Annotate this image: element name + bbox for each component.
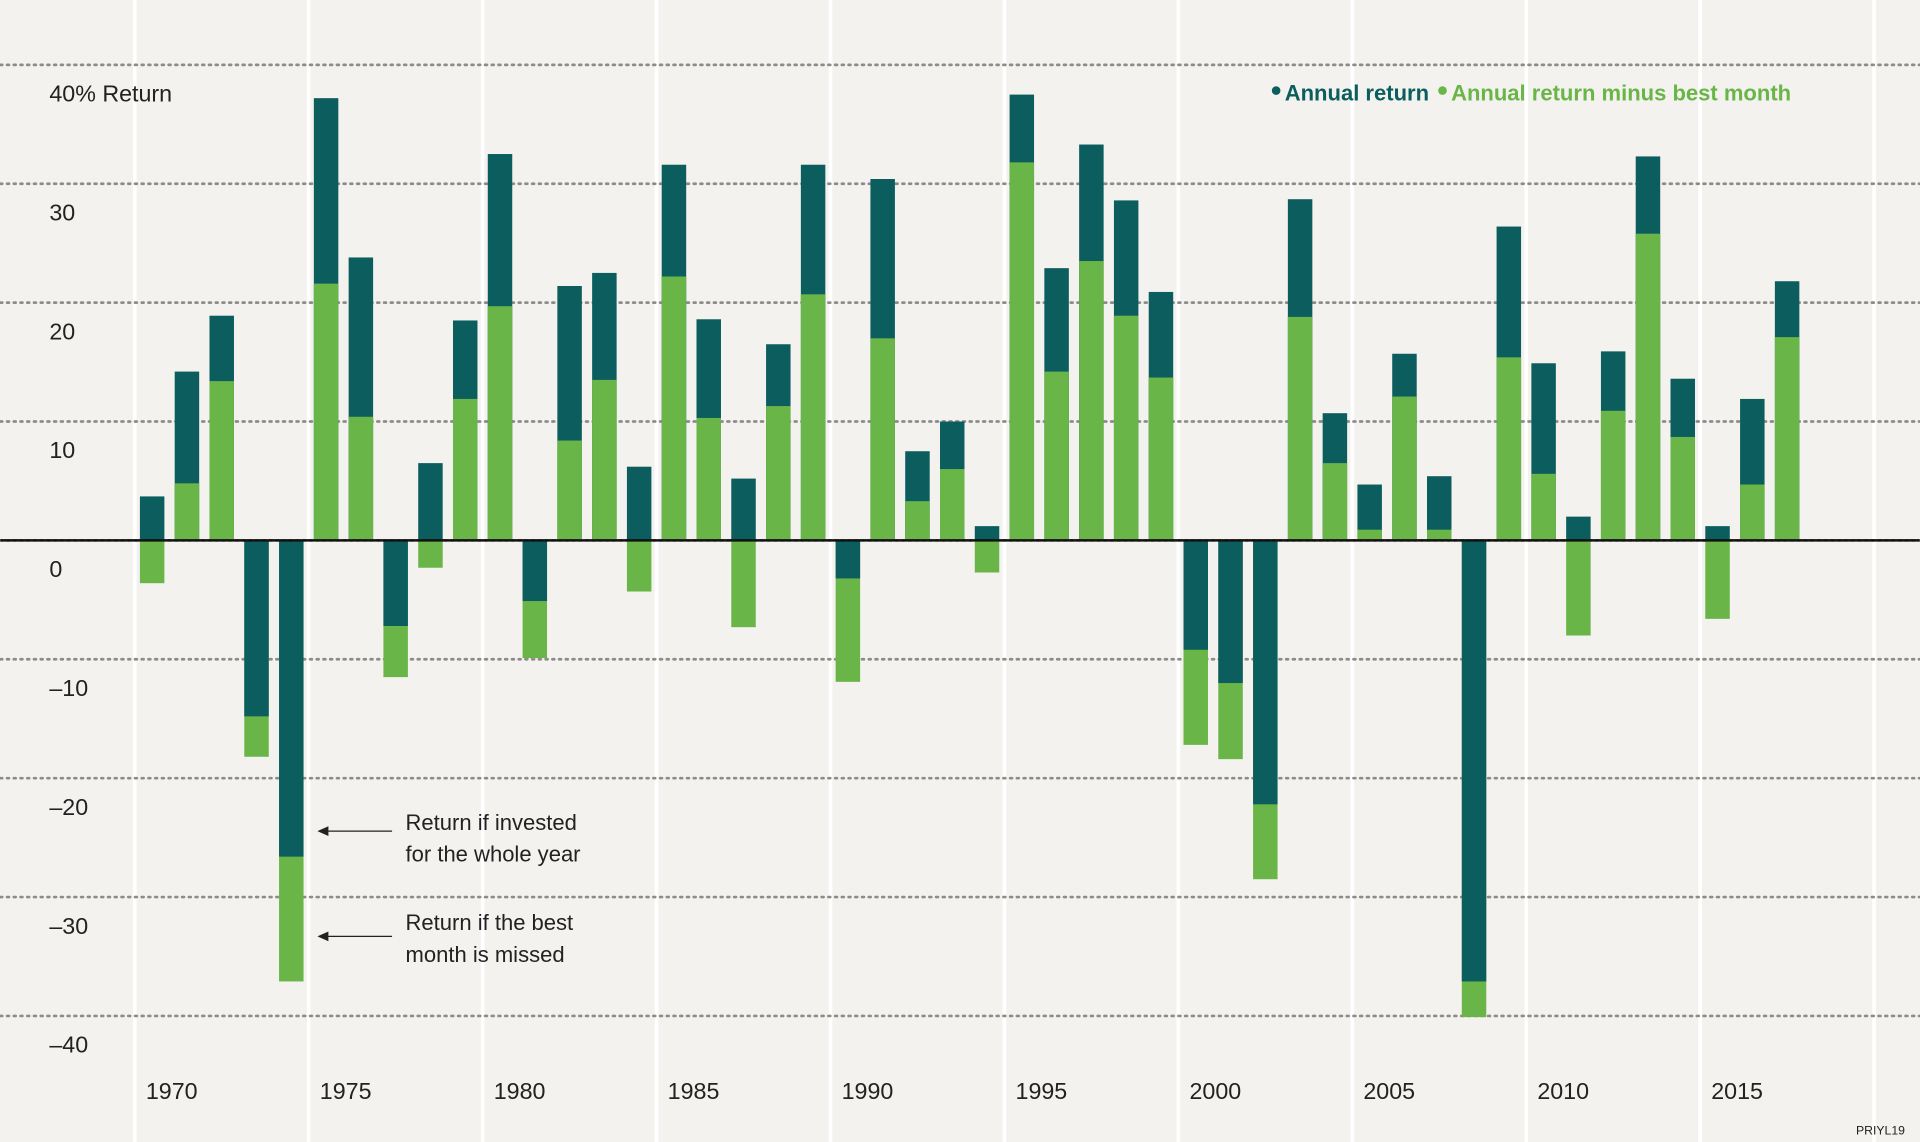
bar <box>279 540 304 857</box>
legend-label: Annual return <box>1285 80 1429 105</box>
bar <box>1461 540 1487 982</box>
bar <box>1287 316 1313 541</box>
annotation-arrows <box>317 826 393 942</box>
bar <box>418 540 443 568</box>
bar <box>1427 529 1452 541</box>
annotation-text: Return if the best <box>406 910 574 935</box>
bar <box>1392 396 1417 541</box>
bar <box>1705 526 1730 541</box>
x-tick-label: 2010 <box>1537 1078 1589 1104</box>
bar <box>348 416 374 541</box>
bar <box>696 417 721 541</box>
bar <box>974 540 1000 573</box>
bar <box>1183 540 1208 650</box>
bar <box>1566 540 1591 636</box>
labels: –40 –30 –20 –10 0 10 20 30 40% Return 1970 1975 198… <box>49 81 1763 1105</box>
y-tick-label: 40% Return <box>49 81 172 107</box>
annotation-text: month is missed <box>406 942 565 967</box>
bar <box>731 540 756 628</box>
x-tick-label: 1990 <box>842 1078 894 1104</box>
bar <box>1357 529 1382 541</box>
y-tick-label: –40 <box>49 1032 88 1058</box>
legend-dot <box>1271 86 1281 95</box>
bar <box>1531 473 1556 541</box>
y-tick-label: 20 <box>49 318 75 344</box>
bar <box>418 463 443 541</box>
x-tick-label: 1995 <box>1016 1078 1068 1104</box>
bar <box>835 540 861 579</box>
y-tick-label: 0 <box>49 556 62 582</box>
legend-dot <box>1438 86 1447 95</box>
annotation-text: for the whole year <box>406 842 581 867</box>
arrow-head <box>317 826 329 836</box>
bar <box>1044 371 1069 541</box>
bar <box>626 540 652 592</box>
x-tick-label: 1980 <box>494 1078 546 1104</box>
y-tick-label: –20 <box>49 794 88 820</box>
bar <box>244 540 269 717</box>
bar <box>557 440 582 541</box>
bar <box>1740 484 1765 541</box>
bar <box>1009 162 1035 541</box>
bar <box>661 276 687 541</box>
x-tick-label: 2015 <box>1711 1078 1763 1104</box>
bar <box>870 338 895 541</box>
bar <box>1079 261 1104 541</box>
bar <box>209 381 234 541</box>
bar <box>1774 337 1800 541</box>
bar <box>522 540 548 602</box>
bars <box>0 94 1920 1018</box>
bar <box>452 398 478 541</box>
bar <box>905 501 930 541</box>
bar <box>1635 233 1661 541</box>
x-tick-label: 2005 <box>1363 1078 1415 1104</box>
bar <box>1566 516 1591 541</box>
bar <box>1148 377 1174 541</box>
bar <box>139 496 165 541</box>
bar <box>939 469 965 541</box>
source: PRIYL19 <box>1856 1124 1905 1138</box>
bar <box>1253 540 1278 805</box>
bar <box>626 466 652 541</box>
bar <box>592 379 617 541</box>
bar <box>1705 540 1730 619</box>
arrow-head <box>317 931 329 942</box>
y-tick-label: –10 <box>49 675 88 701</box>
bar <box>487 306 513 541</box>
vertical-grid <box>132 0 1876 1142</box>
bar <box>1600 410 1626 541</box>
bar <box>731 478 756 541</box>
bar <box>800 294 826 541</box>
bar <box>1670 436 1695 541</box>
bar <box>174 483 200 541</box>
bar <box>139 540 165 584</box>
y-tick-label: 10 <box>49 437 75 463</box>
bar <box>313 283 339 541</box>
x-tick-label: 1985 <box>668 1078 720 1104</box>
bar <box>974 526 1000 541</box>
x-tick-label: 1975 <box>320 1078 372 1104</box>
bar <box>1322 463 1348 541</box>
bar <box>383 540 408 626</box>
legend-label: Annual return minus best month <box>1451 80 1791 105</box>
x-tick-label: 1970 <box>146 1078 198 1104</box>
y-tick-label: 30 <box>49 199 75 225</box>
annotation-text: Return if invested <box>406 810 577 835</box>
y-tick-label: –30 <box>49 913 88 939</box>
x-tick-label: 2000 <box>1189 1078 1241 1104</box>
bar <box>1218 540 1243 684</box>
bar <box>1113 315 1139 541</box>
bar <box>1496 357 1522 541</box>
bar <box>766 406 791 541</box>
